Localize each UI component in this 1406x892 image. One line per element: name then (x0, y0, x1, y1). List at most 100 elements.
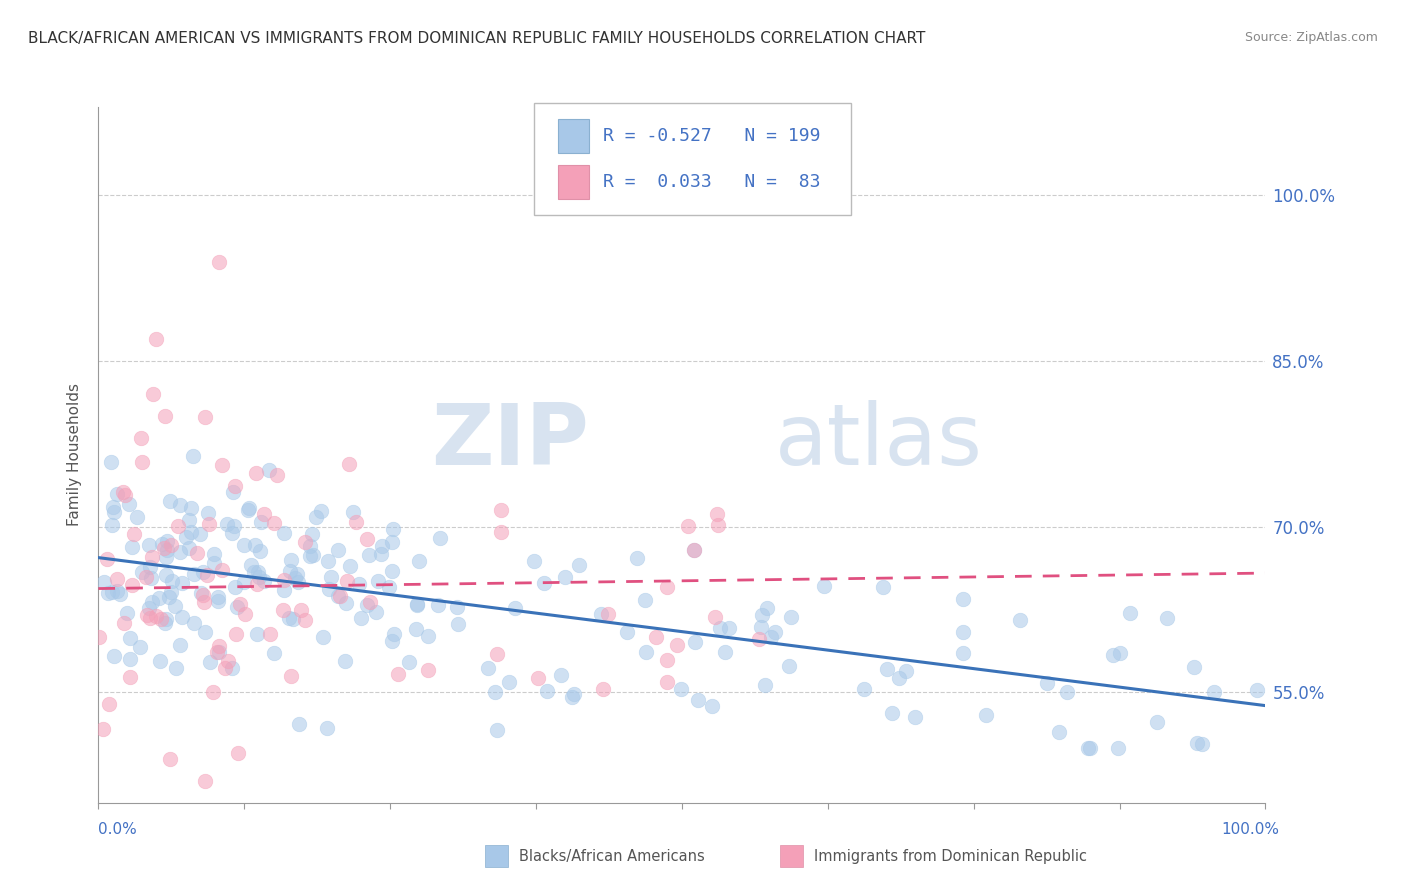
Point (205, 645, 228, 659)
Point (321, 570, 343, 584)
Point (336, 574, 359, 588)
Point (145, 608, 167, 623)
Text: BLACK/AFRICAN AMERICAN VS IMMIGRANTS FROM DOMINICAN REPUBLIC FAMILY HOUSEHOLDS C: BLACK/AFRICAN AMERICAN VS IMMIGRANTS FRO… (28, 31, 925, 46)
Point (103, 649, 125, 664)
Point (222, 519, 245, 533)
Point (225, 599, 247, 614)
Point (1156, 611, 1178, 625)
Point (1076, 740, 1098, 755)
Point (97, 586, 120, 600)
Point (280, 553, 302, 567)
Point (1202, 684, 1225, 698)
Point (326, 590, 349, 604)
Point (974, 707, 997, 722)
Point (748, 632, 770, 647)
Point (329, 589, 352, 603)
Point (103, 505, 125, 519)
Point (156, 543, 179, 558)
Point (503, 600, 526, 615)
Point (165, 661, 187, 675)
Point (139, 611, 162, 625)
Point (1102, 648, 1125, 662)
Point (271, 603, 294, 617)
Point (298, 549, 321, 564)
Point (485, 723, 508, 737)
Point (523, 554, 546, 568)
Point (117, 606, 139, 620)
Point (105, 487, 128, 501)
Point (170, 610, 193, 624)
Point (305, 509, 328, 524)
Text: ZIP: ZIP (430, 400, 589, 483)
Point (183, 566, 205, 581)
Point (284, 571, 307, 585)
Point (754, 677, 776, 691)
Point (1182, 659, 1205, 673)
Point (156, 534, 179, 549)
Point (880, 706, 903, 720)
Point (447, 617, 470, 632)
Point (101, 584, 124, 599)
Point (294, 535, 316, 549)
Point (387, 667, 409, 681)
Point (263, 516, 285, 530)
Point (765, 624, 787, 639)
Point (211, 458, 233, 473)
Point (283, 612, 305, 626)
Point (484, 685, 506, 699)
Point (778, 659, 800, 673)
Text: Blacks/African Americans: Blacks/African Americans (519, 849, 704, 863)
Point (616, 625, 638, 640)
Point (217, 654, 239, 668)
Point (633, 593, 655, 607)
Point (952, 591, 974, 606)
Point (139, 571, 162, 585)
Point (100, 455, 122, 469)
Point (367, 574, 389, 588)
Point (416, 663, 439, 677)
Point (194, 410, 217, 425)
Point (157, 590, 180, 604)
Point (1078, 740, 1101, 755)
Point (952, 625, 974, 640)
Point (350, 610, 373, 624)
Point (489, 525, 512, 540)
Point (1185, 736, 1208, 750)
Point (188, 527, 211, 541)
Point (309, 504, 332, 518)
Point (561, 690, 583, 705)
Point (101, 517, 124, 532)
Point (328, 542, 350, 557)
Point (1246, 683, 1268, 698)
Point (131, 455, 153, 469)
Point (193, 565, 215, 579)
Point (138, 601, 160, 615)
Point (406, 598, 429, 612)
Point (197, 516, 219, 531)
Point (163, 599, 186, 613)
Point (596, 607, 619, 622)
Point (155, 568, 177, 582)
Point (751, 620, 773, 634)
Point (294, 613, 316, 627)
Point (657, 580, 679, 594)
Point (683, 543, 706, 558)
Point (238, 503, 260, 517)
Point (302, 548, 325, 562)
Point (669, 681, 692, 696)
Point (1008, 613, 1031, 627)
Point (155, 549, 177, 564)
Point (533, 576, 555, 591)
Point (249, 515, 271, 529)
Y-axis label: Family Households: Family Households (67, 384, 83, 526)
Point (683, 634, 706, 648)
Point (246, 626, 269, 640)
Point (1056, 685, 1078, 699)
Point (527, 671, 550, 685)
Point (141, 550, 163, 565)
Point (153, 409, 176, 424)
Point (91, 722, 114, 736)
Point (714, 645, 737, 659)
Point (301, 526, 323, 541)
Point (904, 709, 927, 723)
